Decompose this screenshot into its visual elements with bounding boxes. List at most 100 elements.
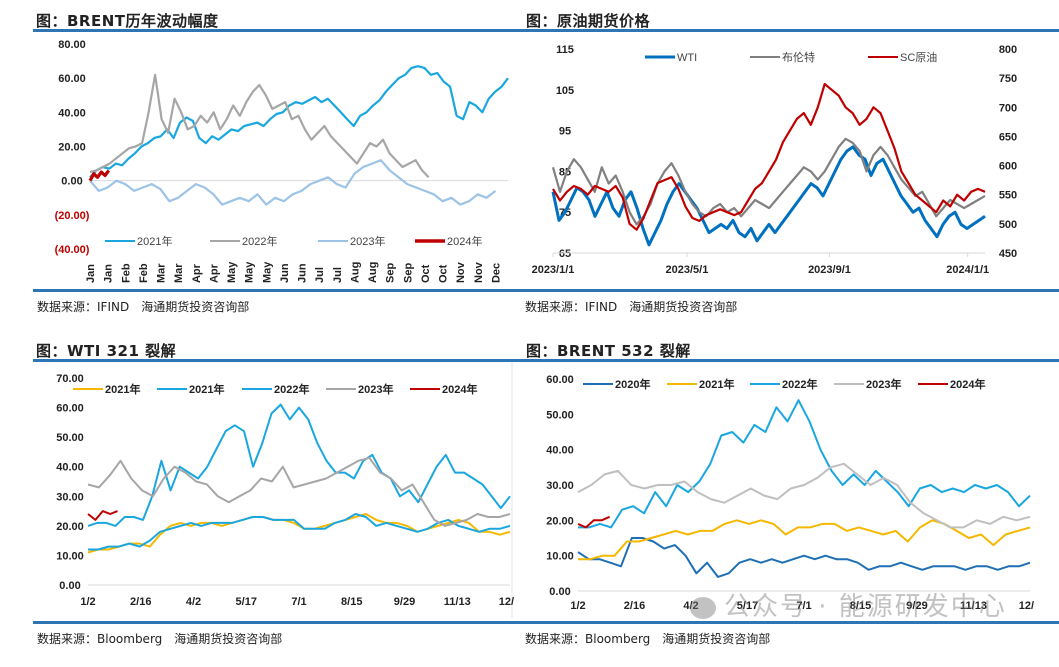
series-line-2020-0 [577, 537, 1031, 578]
x-tick-label: Jun [297, 263, 309, 283]
bottom-rule [520, 289, 1059, 292]
x-tick-label: 2/16 [130, 596, 151, 608]
x-tick-label: 2023/1/1 [532, 264, 575, 276]
bottom-rule [520, 621, 1059, 624]
x-tick-label: 1/2 [570, 600, 585, 612]
x-tick-label: May [226, 261, 238, 283]
title-rule [520, 359, 1059, 362]
x-tick-label: 2024/1/1 [946, 264, 989, 276]
source-note: 数据来源：IFIND 海通期货投资咨询部 [37, 300, 250, 314]
x-tick-label: May [244, 261, 256, 283]
y2-tick-label: 500 [999, 219, 1017, 231]
legend-label: 2021年 [189, 382, 224, 396]
legend-label: 2020年 [615, 377, 650, 391]
series-line--1 [551, 137, 986, 226]
x-tick-label: Dec [490, 263, 502, 283]
chart-title-crude-prices: 图：原油期货价格 [526, 12, 651, 30]
chart-title-brent-volatility: 图：BRENT历年波动幅度 [36, 12, 219, 30]
x-tick-label: 11/13 [444, 596, 471, 608]
title-rule [520, 29, 1059, 32]
y-tick-label: 20.00 [58, 142, 86, 154]
x-tick-label: 1/2 [80, 596, 95, 608]
y-tick-label: 50.00 [546, 409, 574, 421]
source-note: 数据来源：Bloomberg 海通期货投资咨询部 [37, 632, 283, 646]
legend-label: 2023年 [350, 234, 385, 248]
y-tick-label: 115 [556, 44, 574, 56]
y-tick-label: 0.00 [59, 580, 80, 592]
chart-brent-crack: 60.00 50.00 40.00 30.00 20.00 10.00 0.001/2 2/1… [546, 374, 1034, 612]
y-tick-label: 50.00 [56, 432, 84, 444]
x-tick-label: 5/17 [236, 596, 257, 608]
x-tick-label: 7/1 [291, 596, 306, 608]
watermark: 公众号 · 能源研发中心 [690, 586, 1007, 623]
y-tick-label: 20.00 [56, 521, 84, 533]
y-tick-label: 95 [559, 126, 571, 138]
y-tick-label: 40.00 [56, 462, 84, 474]
y2-tick-label: 800 [999, 44, 1017, 56]
y-tick-label: 105 [556, 85, 574, 97]
wechat-icon [690, 596, 716, 619]
series-line-2023-3 [577, 462, 1031, 529]
legend-label: 2022年 [274, 382, 309, 396]
y-tick-label: 70.00 [56, 373, 84, 385]
x-tick-label: 2023/5/1 [666, 264, 709, 276]
legend-label: 2022年 [782, 377, 817, 391]
x-tick-label: May [261, 261, 273, 283]
x-tick-label: Aug [367, 262, 379, 283]
x-tick-label: Oct [438, 264, 450, 283]
x-tick-label: Aug [349, 262, 361, 283]
legend-label: SC原油 [900, 50, 937, 64]
y-tick-label: 65 [559, 248, 571, 260]
legend-label: 2024年 [442, 382, 477, 396]
chart-wti-crack: 70.0060.0050.0040.0030.0020.0010.000.001… [56, 373, 514, 608]
legend-label: 2023年 [866, 377, 901, 391]
legend-label: 2022年 [242, 234, 277, 248]
x-tick-label: 4/2 [683, 600, 698, 612]
series-line-2023-2 [89, 159, 497, 206]
y-tick-label: (40.00) [55, 244, 90, 256]
series-line-2022-2 [87, 403, 511, 527]
series-line-wti-0 [551, 145, 986, 247]
y-tick-label: 60.00 [56, 403, 84, 415]
x-tick-label: Jan [103, 264, 115, 283]
x-tick-label: 7/1 [796, 600, 811, 612]
source-note: 数据来源：IFIND 海通期货投资咨询部 [525, 300, 738, 314]
y-tick-label: 10.00 [56, 550, 84, 562]
y-tick-label: 20.00 [546, 515, 574, 527]
x-tick-label: Jul [332, 267, 344, 283]
x-tick-label: Mar [156, 263, 168, 283]
x-tick-label: Oct [420, 264, 432, 283]
x-tick-label: 12/ [1019, 600, 1034, 612]
y2-tick-label: 750 [999, 73, 1017, 85]
y-tick-label: 30.00 [546, 480, 574, 492]
x-tick-label: 9/29 [906, 600, 927, 612]
x-tick-label: 8/15 [341, 596, 362, 608]
y2-tick-label: 450 [999, 248, 1017, 260]
y-tick-label: 40.00 [58, 107, 86, 119]
chart-title-brent-crack: 图：BRENT 532 裂解 [526, 342, 691, 360]
x-tick-label: 2023/9/1 [808, 264, 851, 276]
series-line-2024-3 [88, 169, 111, 182]
series-line-sc-2 [552, 82, 986, 231]
watermark-text: 公众号 · 能源研发中心 [724, 592, 1007, 622]
y-tick-label: 40.00 [546, 445, 574, 457]
bottom-rule [33, 289, 520, 292]
y2-tick-label: 600 [999, 161, 1017, 173]
legend-label: 2024年 [950, 377, 985, 391]
x-tick-label: Sep [402, 263, 414, 283]
legend-label: WTI [677, 52, 697, 64]
legend-label: 2024年 [447, 234, 482, 248]
y-tick-label: 30.00 [56, 491, 84, 503]
x-tick-label: Apr [208, 263, 220, 283]
y2-tick-label: 700 [999, 102, 1017, 114]
series-line-2022-2 [578, 399, 1031, 529]
y-tick-label: (20.00) [55, 210, 90, 222]
x-tick-label: 5/17 [737, 600, 758, 612]
x-tick-label: Nov [455, 261, 467, 283]
y2-tick-label: 550 [999, 190, 1017, 202]
x-tick-label: 2/16 [624, 600, 645, 612]
legend-label: 布伦特 [782, 50, 815, 64]
y-tick-label: 10.00 [546, 551, 574, 563]
x-tick-label: 12/ [499, 596, 514, 608]
